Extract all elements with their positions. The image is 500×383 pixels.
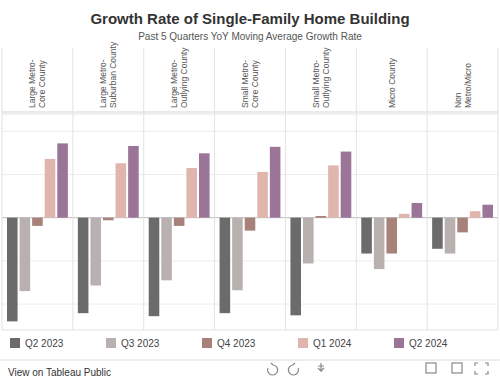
bar <box>245 218 256 231</box>
bar <box>445 218 456 254</box>
category-label-line: Metro/Micro <box>463 63 473 108</box>
category-label-line: Non <box>453 92 463 108</box>
footer-border <box>0 360 500 361</box>
panel-divider <box>285 48 286 330</box>
bar <box>290 218 301 316</box>
toolbar <box>268 363 488 375</box>
bar <box>328 165 339 217</box>
plot-frame <box>2 114 498 115</box>
bar <box>341 152 352 218</box>
bar <box>32 218 43 226</box>
legend-label: Q4 2023 <box>217 338 256 349</box>
legend-swatch <box>10 338 20 348</box>
category-label-line: Small Metro- <box>311 60 321 108</box>
panel-divider <box>2 48 3 330</box>
legend-swatch <box>298 338 308 348</box>
redo-icon[interactable] <box>288 363 298 375</box>
legend-swatch <box>202 338 212 348</box>
category-label: Large Metro-Suburban County <box>98 41 118 108</box>
header-border <box>2 112 498 113</box>
bar <box>457 218 468 233</box>
legend-swatch <box>394 338 404 348</box>
fullscreen-icon[interactable] <box>475 363 488 374</box>
share-icon[interactable] <box>426 363 436 373</box>
legend-swatch <box>106 338 116 348</box>
bar <box>374 218 385 269</box>
bar <box>432 218 443 249</box>
bar <box>78 218 89 313</box>
bar <box>128 146 139 218</box>
panel-divider <box>356 48 357 330</box>
bar <box>186 168 197 218</box>
category-label: Large Metro-Outlying County <box>169 47 189 108</box>
category-label-line: Core County <box>37 60 47 108</box>
category-label-line: Small Metro- <box>240 60 250 108</box>
legend-label: Q2 2024 <box>409 338 448 349</box>
footer-link[interactable]: View on Tableau Public <box>8 367 111 378</box>
legend-label: Q2 2023 <box>25 338 64 349</box>
category-label-line: Suburban County <box>108 41 118 108</box>
category-label: Large Metro-Core County <box>27 59 47 108</box>
category-label: Small Metro-Outlying County <box>311 47 331 108</box>
bar <box>470 211 481 217</box>
bar <box>45 159 56 218</box>
grid-line <box>2 131 498 132</box>
bar <box>90 218 101 286</box>
bar <box>20 218 31 291</box>
bar <box>103 218 114 221</box>
category-label-line: Large Metro- <box>98 59 108 108</box>
bar <box>161 218 172 281</box>
bar <box>7 218 18 322</box>
bars <box>7 143 493 321</box>
bar <box>57 143 68 217</box>
category-label: Micro County <box>387 57 397 108</box>
bar <box>316 216 327 218</box>
bar <box>116 163 127 217</box>
bar <box>257 172 268 218</box>
plot-frame <box>2 330 498 331</box>
bar <box>361 218 372 254</box>
panel-divider <box>427 48 428 330</box>
bar <box>270 147 281 218</box>
bar <box>149 218 160 316</box>
category-label-line: Micro County <box>387 57 397 108</box>
bar <box>482 205 493 218</box>
title: Growth Rate of Single-Family Home Buildi… <box>90 10 409 27</box>
subtitle: Past 5 Quarters YoY Moving Average Growt… <box>138 31 362 42</box>
category-label-line: Core County <box>250 60 260 108</box>
panel-divider <box>214 48 215 330</box>
category-label-line: Outlying County <box>321 47 331 108</box>
bar <box>174 218 185 226</box>
category-label: Small Metro-Core County <box>240 60 260 108</box>
grid-line <box>2 304 498 305</box>
category-label: NonMetro/Micro <box>453 63 473 108</box>
bar <box>303 218 314 264</box>
bar <box>386 218 397 254</box>
legend-label: Q1 2024 <box>313 338 352 349</box>
download-icon[interactable] <box>452 363 462 373</box>
undo-icon[interactable] <box>268 363 278 375</box>
bar <box>232 218 243 291</box>
grid-line <box>2 260 498 261</box>
panel-divider <box>72 48 73 330</box>
category-label-line: Outlying County <box>179 47 189 108</box>
bar <box>199 153 210 217</box>
category-label-line: Large Metro- <box>27 59 37 108</box>
bar <box>412 203 423 218</box>
category-label-line: Large Metro- <box>169 59 179 108</box>
bar <box>220 218 231 313</box>
legend-label: Q3 2023 <box>121 338 160 349</box>
panel-divider <box>498 48 499 330</box>
chart: Growth Rate of Single-Family Home Buildi… <box>0 0 500 383</box>
bar <box>399 214 410 218</box>
panel-divider <box>143 48 144 330</box>
revert-icon[interactable] <box>318 363 324 371</box>
grid-line <box>2 174 498 175</box>
